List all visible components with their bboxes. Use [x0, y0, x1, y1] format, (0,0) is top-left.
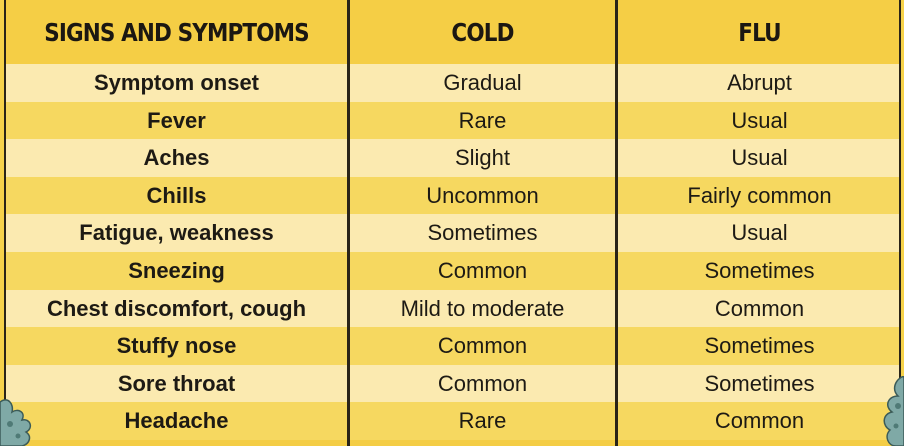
- header-cold: COLD: [451, 18, 514, 47]
- table-row: Headache Rare Common: [6, 402, 899, 440]
- table-row: Sneezing Common Sometimes: [6, 251, 899, 290]
- cold-vs-flu-table: SIGNS AND SYMPTOMS COLD FLU Symptom onse…: [4, 0, 901, 446]
- flu-cell: Sometimes: [704, 370, 815, 396]
- symptom-cell: Chills: [146, 182, 207, 208]
- cold-cell: Uncommon: [426, 182, 539, 208]
- symptom-cell: Fever: [147, 107, 206, 133]
- flu-cell: Sometimes: [704, 257, 815, 283]
- flu-cell: Common: [714, 295, 805, 321]
- table-row: Fever Rare Usual: [6, 101, 899, 140]
- cold-cell: Mild to moderate: [400, 295, 565, 321]
- table-row: Fatigue, weakness Sometimes Usual: [6, 214, 899, 252]
- table-row: Symptom onset Gradual Abrupt: [6, 64, 899, 102]
- table-row: Chest discomfort, cough Mild to moderate…: [6, 289, 899, 328]
- cold-cell: Common: [437, 257, 528, 283]
- cold-cell: Gradual: [443, 70, 522, 95]
- table-body: Symptom onset Gradual Abrupt Fever Rare …: [6, 64, 899, 440]
- cold-cell: Common: [437, 333, 528, 359]
- flu-cell: Usual: [731, 145, 788, 171]
- cold-cell: Rare: [458, 408, 507, 434]
- table-row: Chills Uncommon Fairly common: [6, 176, 899, 215]
- cold-cell: Common: [437, 370, 528, 396]
- symptom-cell: Sore throat: [117, 370, 236, 396]
- flu-cell: Fairly common: [687, 182, 832, 208]
- cold-cell: Rare: [458, 107, 507, 133]
- table-row: Sore throat Common Sometimes: [6, 364, 899, 403]
- table-row: Aches Slight Usual: [6, 139, 899, 177]
- column-divider: [347, 0, 350, 446]
- header-signs-and-symptoms: SIGNS AND SYMPTOMS: [44, 18, 309, 47]
- symptom-cell: Symptom onset: [93, 70, 260, 95]
- column-divider: [615, 0, 618, 446]
- table-header: SIGNS AND SYMPTOMS COLD FLU: [6, 0, 899, 64]
- table-row: Stuffy nose Common Sometimes: [6, 327, 899, 365]
- symptom-cell: Chest discomfort, cough: [46, 295, 307, 321]
- symptom-cell: Sneezing: [128, 257, 225, 283]
- flu-cell: Abrupt: [727, 70, 792, 95]
- symptom-cell: Aches: [143, 145, 210, 171]
- symptom-cell: Fatigue, weakness: [79, 220, 274, 246]
- symptom-cell: Stuffy nose: [116, 333, 237, 359]
- cold-cell: Slight: [454, 145, 511, 171]
- flu-cell: Usual: [731, 107, 788, 133]
- cold-cell: Sometimes: [427, 220, 538, 246]
- flu-cell: Common: [714, 408, 805, 434]
- symptom-cell: Headache: [124, 408, 229, 434]
- flu-cell: Usual: [731, 220, 788, 246]
- header-flu: FLU: [738, 18, 781, 47]
- flu-cell: Sometimes: [704, 333, 815, 359]
